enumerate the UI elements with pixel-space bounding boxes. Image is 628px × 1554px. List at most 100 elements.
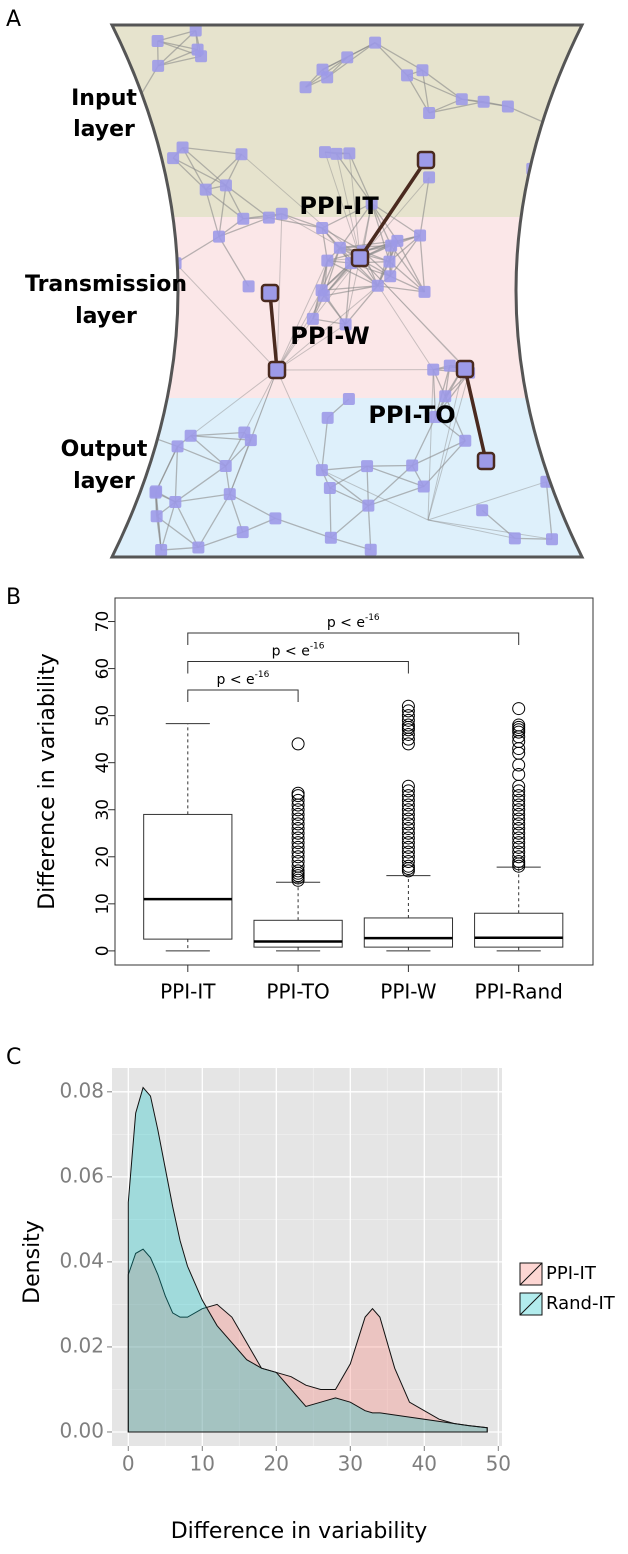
network-node: [501, 100, 514, 113]
network-node: [306, 312, 319, 325]
network-node: [459, 434, 472, 447]
network-node: [416, 64, 429, 77]
network-node: [171, 440, 184, 453]
network-edge: [205, 189, 220, 237]
network-node: [455, 93, 468, 106]
network-edge: [434, 372, 470, 418]
network-node: [316, 63, 329, 76]
density-area: [127, 1248, 488, 1433]
legend-key-slash: [519, 1292, 543, 1316]
outlier: [291, 807, 305, 821]
outlier: [401, 789, 415, 803]
network-node: [117, 212, 130, 225]
network-edge: [172, 157, 227, 187]
y-tick-label: 0.08: [59, 1078, 104, 1102]
network-edge: [281, 213, 361, 259]
significance-label: p < e-16: [327, 613, 380, 632]
box: [143, 813, 233, 940]
box: [253, 919, 343, 948]
network-edge: [427, 372, 470, 521]
network-node: [362, 499, 375, 512]
network-edge: [276, 369, 323, 471]
outlier: [291, 826, 305, 840]
outlier: [512, 857, 526, 871]
network-node: [333, 241, 346, 254]
network-edge: [444, 396, 466, 442]
network-edge: [229, 493, 244, 533]
network-edge: [182, 147, 227, 186]
network-edge: [419, 235, 426, 292]
y-tick-label: 20: [93, 846, 113, 868]
outlier: [401, 826, 415, 840]
network-edge: [161, 546, 199, 551]
network-node: [417, 480, 430, 493]
network-node: [364, 543, 377, 556]
network-node: [199, 183, 212, 196]
network-edge: [175, 236, 220, 264]
network-node: [342, 392, 355, 405]
network-node: [530, 379, 543, 392]
outlier: [401, 727, 415, 741]
network-edge: [205, 189, 244, 220]
y-tick-label: 60: [93, 658, 113, 680]
highlight-nodes: [260, 150, 496, 471]
network-edge: [174, 465, 227, 503]
network-edge: [181, 147, 207, 190]
network-node: [508, 532, 521, 545]
significance-exponent: -16: [365, 613, 380, 623]
network-node: [219, 179, 232, 192]
network-edge: [276, 290, 323, 371]
network-node: [143, 210, 156, 223]
significance-exponent: -16: [255, 670, 270, 680]
network-node: [237, 212, 250, 225]
significance-bracket: [187, 632, 520, 645]
network-edge: [321, 202, 372, 229]
network-edge: [190, 435, 227, 467]
outlier: [512, 826, 526, 840]
significance-label: p < e-16: [272, 641, 325, 660]
box: [474, 912, 564, 948]
network-edge: [545, 481, 553, 540]
network-edge: [389, 235, 421, 277]
network-node: [219, 460, 232, 473]
x-tick-label: PPI-Rand: [475, 980, 563, 1004]
network-edge: [406, 75, 430, 114]
network-edge: [411, 416, 437, 466]
highlight-edges: [268, 159, 488, 462]
network-node: [553, 194, 566, 207]
significance-label: p < e-16: [217, 670, 270, 689]
y-axis-label: Density: [20, 1220, 45, 1304]
network-edge: [359, 257, 470, 374]
x-tick-label: 30: [338, 1452, 363, 1476]
network-node: [149, 486, 162, 499]
outlier: [512, 718, 526, 732]
network-edge: [123, 216, 150, 220]
network-node: [341, 51, 354, 64]
outlier: [512, 831, 526, 845]
network-edge: [241, 153, 361, 259]
outlier: [291, 854, 305, 868]
network-edge: [531, 168, 560, 202]
network-edge: [366, 465, 424, 488]
network-node: [150, 510, 163, 523]
network-edge: [321, 285, 378, 291]
network-edge: [276, 323, 346, 371]
outlier: [512, 812, 526, 826]
outlier: [401, 840, 415, 854]
network-node: [155, 544, 168, 557]
network-node: [238, 426, 251, 439]
x-tick-label: 10: [190, 1452, 215, 1476]
panel-label: B: [6, 585, 21, 610]
outlier: [291, 840, 305, 854]
network-node: [321, 411, 334, 424]
outlier: [291, 850, 305, 864]
network-node: [191, 43, 204, 56]
edge-label: PPI-W: [290, 322, 369, 350]
network-edge: [276, 295, 325, 371]
network-edge: [148, 216, 177, 264]
network-edge: [514, 537, 553, 540]
network-edge: [276, 213, 283, 371]
y-tick-label: 0.06: [59, 1163, 104, 1187]
network-edge: [329, 487, 369, 507]
outlier: [512, 793, 526, 807]
